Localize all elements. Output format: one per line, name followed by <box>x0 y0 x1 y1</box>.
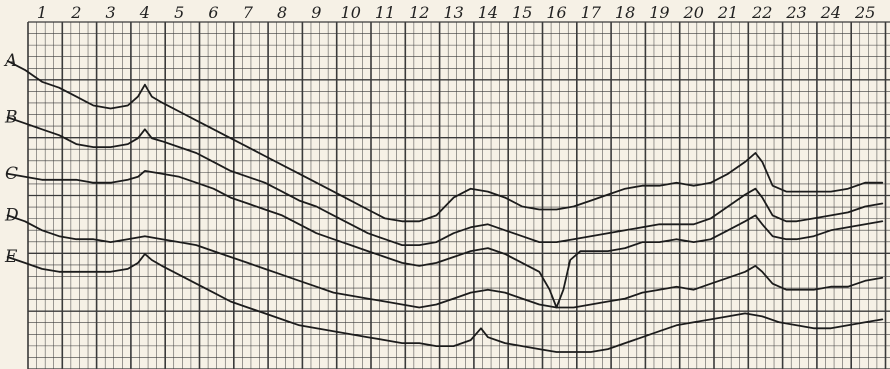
series-line <box>6 214 884 309</box>
series-line <box>6 170 884 309</box>
x-tick-label: 10 <box>341 3 361 22</box>
x-tick-label: 9 <box>311 3 321 22</box>
x-tick-label: 18 <box>615 3 635 22</box>
x-tick-label: 22 <box>751 3 772 22</box>
series-curves <box>6 60 884 353</box>
series-line <box>6 253 884 353</box>
x-tick-label: 17 <box>581 3 602 22</box>
x-tick-labels: 1 2 3 4 5 6 7 8 9 10 11 12 13 14 15 16 17 18 19 20 21 22 23 24 2… <box>37 3 875 22</box>
x-tick-label: 23 <box>785 3 806 22</box>
x-tick-label: 6 <box>208 3 218 22</box>
x-tick-label: 19 <box>649 3 669 22</box>
x-tick-label: 21 <box>717 3 738 22</box>
x-tick-label: 1 <box>37 3 47 22</box>
x-tick-label: 2 <box>70 3 81 22</box>
x-tick-label: 4 <box>139 3 150 22</box>
x-tick-label: 11 <box>375 3 395 22</box>
series-label: A <box>3 51 17 71</box>
series-line <box>6 116 884 246</box>
x-tick-label: 3 <box>106 3 116 22</box>
x-tick-label: 15 <box>512 3 532 22</box>
series-label: B <box>4 107 18 127</box>
chart-grid <box>27 21 890 369</box>
x-tick-label: 7 <box>243 3 254 22</box>
x-tick-label: 12 <box>409 3 429 22</box>
x-tick-label: 14 <box>478 3 498 22</box>
series-line <box>6 60 884 223</box>
x-tick-label: 16 <box>546 3 566 22</box>
x-tick-label: 13 <box>443 3 463 22</box>
x-tick-label: 20 <box>683 3 704 22</box>
x-tick-label: 24 <box>820 3 841 22</box>
series-label: E <box>4 247 18 267</box>
x-tick-label: 25 <box>854 3 875 22</box>
series-label: D <box>4 205 19 225</box>
x-tick-label: 5 <box>174 3 184 22</box>
x-tick-label: 8 <box>277 3 287 22</box>
